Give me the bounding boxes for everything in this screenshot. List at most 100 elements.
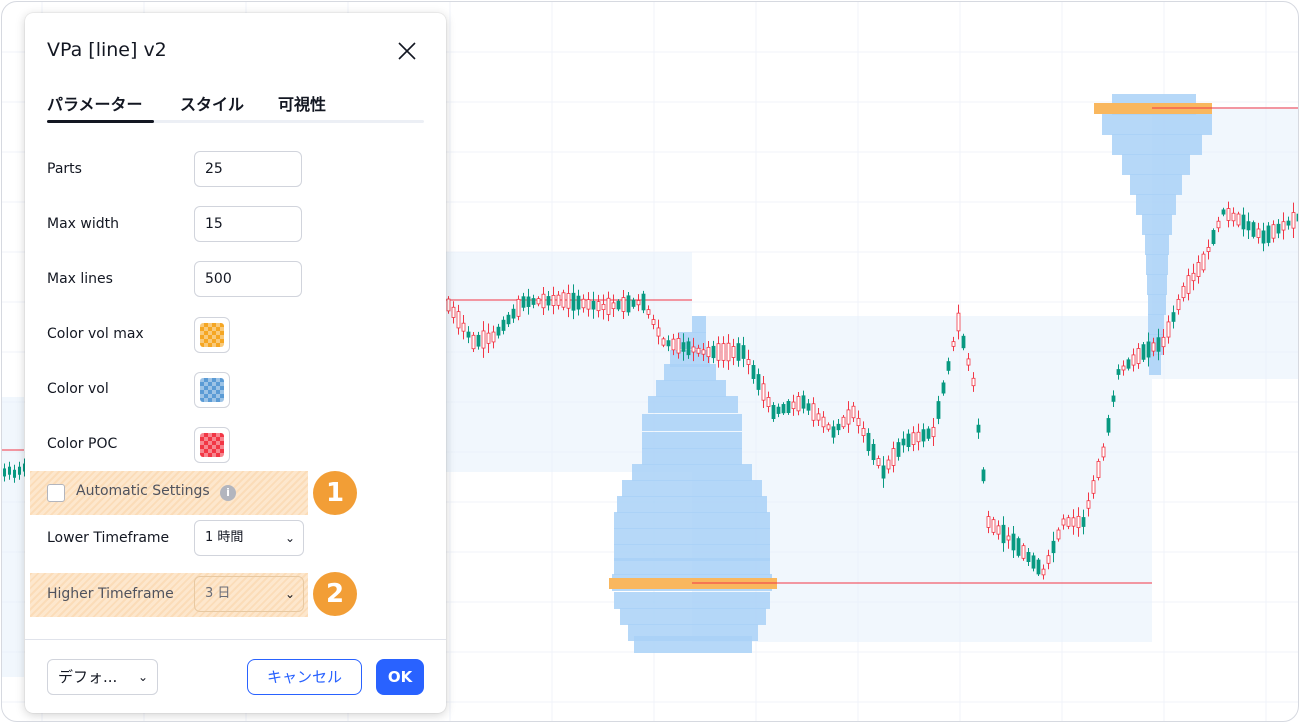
max-width-input[interactable] xyxy=(194,206,302,242)
lower-timeframe-select[interactable]: 1 時間 ⌄ xyxy=(194,520,304,556)
candle-body xyxy=(961,335,966,349)
candle-body xyxy=(646,309,651,315)
tab-style[interactable]: スタイル xyxy=(180,95,245,114)
volume-profile-bar xyxy=(1148,314,1164,335)
candle-body xyxy=(466,331,471,338)
max-lines-input[interactable] xyxy=(194,261,302,297)
candle-body xyxy=(1296,213,1298,222)
volume-profile-bar xyxy=(664,364,716,381)
close-icon[interactable] xyxy=(395,39,419,63)
candle-body xyxy=(1081,517,1086,527)
volume-profile-bar xyxy=(656,380,726,397)
volume-profile-bar xyxy=(1149,354,1161,375)
candle-body xyxy=(651,319,656,325)
candle-body xyxy=(916,431,921,443)
candle-body xyxy=(536,298,541,305)
color-poc-label: Color POC xyxy=(47,436,118,452)
volume-profile-bar xyxy=(622,480,762,497)
candle-body xyxy=(571,292,576,311)
candle-body xyxy=(1191,272,1196,282)
parts-label: Parts xyxy=(47,161,82,177)
volume-profile-bar xyxy=(614,558,770,575)
candle-body xyxy=(1271,224,1276,239)
volume-profile-bar xyxy=(614,528,770,545)
candle-body xyxy=(786,400,791,414)
candle-body xyxy=(3,468,6,477)
candle-body xyxy=(8,466,11,475)
candle-body xyxy=(1046,555,1051,564)
candle-body xyxy=(806,403,811,411)
volume-profile-bar xyxy=(1122,154,1190,175)
candle-body xyxy=(951,341,956,347)
parts-input[interactable] xyxy=(194,151,302,187)
info-icon[interactable]: i xyxy=(220,485,236,501)
candle-body xyxy=(576,295,581,310)
candle-body xyxy=(1031,555,1036,569)
candle-body xyxy=(1141,344,1146,360)
candle-body xyxy=(1106,418,1111,433)
candle-body xyxy=(1216,220,1221,229)
candle-body xyxy=(1246,221,1251,231)
candle-body xyxy=(1286,220,1291,226)
cancel-button[interactable]: キャンセル xyxy=(247,659,362,695)
candle-body xyxy=(531,298,536,305)
candle-body xyxy=(946,361,951,371)
color-vol-swatch[interactable] xyxy=(194,372,230,408)
volume-profile-bar xyxy=(642,432,742,449)
candle-body xyxy=(821,416,826,428)
footer-divider xyxy=(25,639,446,640)
volume-profile-bar xyxy=(1148,294,1166,315)
candle-body xyxy=(966,358,971,366)
candle-body xyxy=(1086,500,1091,509)
max-width-label: Max width xyxy=(47,216,119,232)
candle-body xyxy=(641,293,646,311)
volume-profile-bar xyxy=(634,636,752,653)
tab-visibility[interactable]: 可視性 xyxy=(278,95,327,114)
candle-body xyxy=(446,298,451,312)
ok-button[interactable]: OK xyxy=(376,659,424,695)
candle-body xyxy=(13,469,16,478)
candle-body xyxy=(746,359,751,365)
candle-body xyxy=(591,300,596,310)
candle-body xyxy=(926,428,931,439)
candle-body xyxy=(1171,312,1176,322)
volume-profile-bar xyxy=(1136,194,1176,215)
candle-body xyxy=(1276,223,1281,234)
higher-timeframe-select[interactable]: 3 日 ⌄ xyxy=(194,576,304,612)
defaults-dropdown[interactable]: デフォ... ⌄ xyxy=(47,659,158,695)
candle-body xyxy=(1151,342,1156,352)
candle-body xyxy=(551,295,556,306)
candle-body xyxy=(1166,321,1171,338)
candle-body xyxy=(491,331,496,343)
candle-body xyxy=(1121,365,1126,371)
candle-body xyxy=(541,293,546,309)
step-badge-1: 1 xyxy=(313,471,357,515)
candle-body xyxy=(876,458,881,466)
candle-body xyxy=(1011,533,1016,551)
candle-body xyxy=(636,300,641,306)
color-vol-max-swatch[interactable] xyxy=(194,317,230,353)
candle-body xyxy=(976,424,981,433)
volume-profile-bar xyxy=(614,592,770,609)
tab-parameters[interactable]: パラメーター xyxy=(47,95,143,114)
color-vol-max-label: Color vol max xyxy=(47,326,144,342)
candle-body xyxy=(1131,354,1136,366)
candle-body xyxy=(676,338,681,354)
candle-body xyxy=(901,438,906,446)
active-tab-indicator xyxy=(47,120,154,123)
color-poc-swatch[interactable] xyxy=(194,427,230,463)
candle-body xyxy=(626,295,631,313)
candle-body xyxy=(801,395,806,409)
volume-profile-bar xyxy=(1146,254,1168,275)
candle-body xyxy=(1156,337,1161,352)
candle-body xyxy=(956,312,961,332)
automatic-settings-checkbox[interactable] xyxy=(47,484,65,502)
candle-body xyxy=(606,297,611,315)
candle-body xyxy=(896,442,901,457)
candle-body xyxy=(681,342,686,352)
candle-body xyxy=(891,448,896,466)
candle-body xyxy=(841,416,846,428)
candle-body xyxy=(461,322,466,332)
candle-body xyxy=(1036,559,1041,575)
